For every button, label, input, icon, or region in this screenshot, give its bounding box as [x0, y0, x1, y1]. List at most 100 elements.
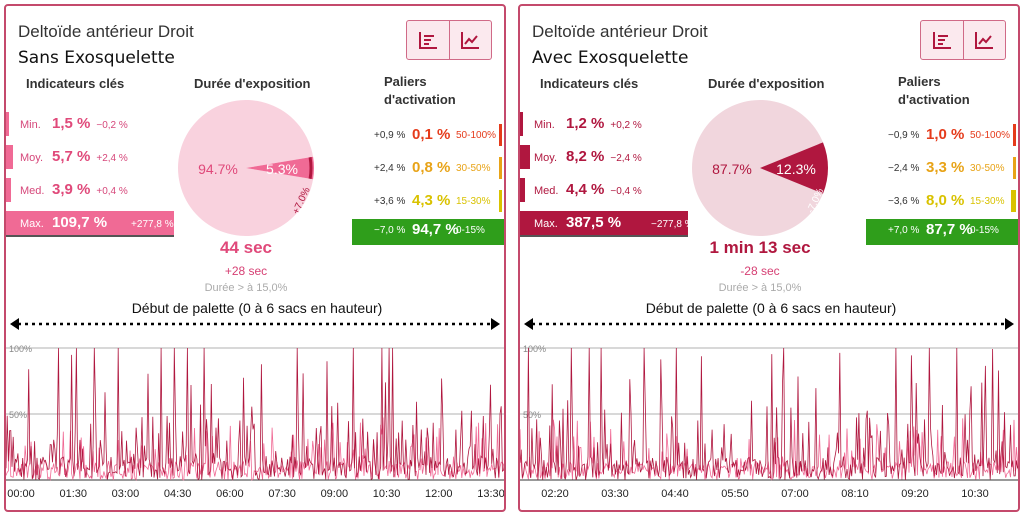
x-tick-label: 07:30: [268, 488, 296, 500]
indicator-bar: [520, 178, 526, 202]
indicator-value: 4,4 %: [566, 181, 605, 198]
palier-bar: [499, 124, 502, 146]
palier-row-15-30: −3,6 % 8,0 % 15-30%: [866, 190, 1018, 214]
palier-row-15-30: +3,6 % 4,3 % 15-30%: [352, 190, 504, 214]
indicator-text: Max. 109,7 % +277,8 %: [20, 214, 174, 231]
x-tick-label: 04:30: [163, 488, 192, 500]
palier-range: 15-30%: [456, 196, 491, 207]
indicator-bar: [6, 211, 174, 235]
x-tick-label: 10:30: [372, 488, 401, 500]
indicator-delta: +277,8 %: [131, 219, 174, 230]
duration-delta: +28 sec: [224, 264, 268, 278]
pie-slice-below: [692, 100, 823, 236]
duration-header: Durée d'exposition: [194, 76, 311, 91]
indicator-value: 8,2 %: [566, 148, 605, 165]
indicator-delta: −2,4 %: [610, 153, 642, 164]
indicator-text: Max. 387,5 % −277,8 %: [534, 214, 694, 231]
indicator-bar: [520, 211, 688, 235]
view-toggle: [920, 20, 1006, 60]
palier-row-30-50: −2,4 % 3,3 % 30-50%: [866, 157, 1018, 181]
palier-delta: +0,9 %: [374, 130, 406, 141]
indicator-max-underline: [520, 235, 688, 237]
duration-value: 44 sec: [220, 238, 272, 257]
bar-chart-view-button[interactable]: [921, 21, 963, 59]
panel-subtitle: Avec Exosquelette: [532, 48, 689, 68]
x-tick-label: 04:40: [661, 488, 689, 500]
bar-list-icon: [932, 32, 951, 49]
x-tick-label: 07:00: [781, 488, 809, 500]
pie-label-below: 87.7%: [712, 161, 752, 177]
palier-row-0-15: +7,0 % 87,7 % 0-15%: [866, 219, 1018, 247]
indicator-text: Min. 1,5 % −0,2 %: [20, 115, 128, 132]
indicator-delta: +0,2 %: [610, 120, 642, 131]
palier-delta: −7,0 %: [374, 225, 406, 236]
pie-label-above: 12.3%: [776, 161, 816, 177]
x-tick-label: 03:30: [601, 488, 629, 500]
palier-row-50-100: −0,9 % 1,0 % 50-100%: [866, 124, 1018, 148]
indicator-label: Max.: [534, 218, 558, 230]
indicator-text: Med. 3,9 % +0,4 %: [20, 181, 128, 198]
palier-value: 8,0 %: [926, 192, 965, 209]
line-chart-view-button[interactable]: [448, 21, 492, 59]
duration-note: Durée > à 15,0%: [204, 282, 288, 294]
indicator-value: 5,7 %: [52, 148, 91, 165]
x-tick-label: 03:00: [111, 488, 140, 500]
palier-range: 15-30%: [970, 196, 1005, 207]
panel-with-exoskeleton: Deltoïde antérieur Droit Avec Exosquelet…: [518, 4, 1020, 512]
indicator-value: 1,2 %: [566, 115, 605, 132]
x-tick-label: 06:00: [216, 488, 244, 500]
indicator-value: 109,7 %: [52, 214, 108, 231]
indicators-header: Indicateurs clés: [540, 76, 639, 91]
indicator-text: Moy. 5,7 % +2,4 %: [20, 148, 128, 165]
duration-value: 1 min 13 sec: [709, 238, 811, 257]
y-tick-label: 50%: [523, 410, 541, 420]
x-tick-label: 01:30: [59, 488, 87, 500]
indicator-delta: −0,2 %: [96, 120, 128, 131]
indicator-text: Moy. 8,2 % −2,4 %: [534, 148, 642, 165]
x-tick-label: 05:50: [721, 488, 749, 500]
line-chart-icon: [461, 32, 480, 49]
indicator-bar: [520, 145, 530, 169]
palier-range: 30-50%: [970, 163, 1005, 174]
y-tick-label: 50%: [9, 410, 27, 420]
line-chart-view-button[interactable]: [962, 21, 1006, 59]
x-tick-label: 02:20: [541, 488, 569, 500]
bar-list-icon: [418, 32, 437, 49]
palier-value: 94,7 %: [412, 221, 459, 238]
palier-value: 0,1 %: [412, 126, 451, 143]
palier-delta: +7,0 %: [888, 225, 920, 236]
exposure-pie: 94.7% 5.3%+7.0%: [178, 100, 314, 236]
indicator-bar: [6, 145, 13, 169]
panel-title: Deltoïde antérieur Droit: [532, 22, 708, 41]
indicator-bar: [6, 112, 9, 136]
paliers-header-line2: d'activation: [898, 92, 970, 107]
line-chart-icon: [975, 32, 994, 49]
palier-value: 4,3 %: [412, 192, 451, 209]
palier-delta: −3,6 %: [888, 196, 920, 207]
x-tick-label: 00:00: [7, 488, 35, 500]
indicator-delta: +0,4 %: [96, 186, 128, 197]
pie-delta-arc: [818, 142, 827, 194]
indicator-text: Min. 1,2 % +0,2 %: [534, 115, 642, 132]
paliers-header-line2: d'activation: [384, 92, 456, 107]
panel-without-exoskeleton: Deltoïde antérieur Droit Sans Exosquelet…: [4, 4, 506, 512]
palier-delta: +3,6 %: [374, 196, 406, 207]
pie-label-above: 5.3%: [266, 161, 298, 177]
palier-row-30-50: +2,4 % 0,8 % 30-50%: [352, 157, 504, 181]
palier-delta: −0,9 %: [888, 130, 920, 141]
palier-value: 1,0 %: [926, 126, 965, 143]
indicator-bar: [6, 178, 11, 202]
pie-slice-above: [760, 142, 828, 194]
panel-subtitle: Sans Exosquelette: [18, 48, 175, 68]
palier-value: 3,3 %: [926, 159, 965, 176]
panel-title: Deltoïde antérieur Droit: [18, 22, 194, 41]
palier-range: 50-100%: [970, 130, 1011, 141]
indicator-value: 1,5 %: [52, 115, 91, 132]
palier-range: 50-100%: [456, 130, 497, 141]
indicator-delta: −0,4 %: [610, 186, 642, 197]
pie-label-below: 94.7%: [198, 161, 238, 177]
indicator-value: 387,5 %: [566, 214, 622, 231]
bar-chart-view-button[interactable]: [407, 21, 449, 59]
palier-bar: [1013, 157, 1016, 179]
emg-line-chart: 100% 50%: [520, 344, 1018, 481]
